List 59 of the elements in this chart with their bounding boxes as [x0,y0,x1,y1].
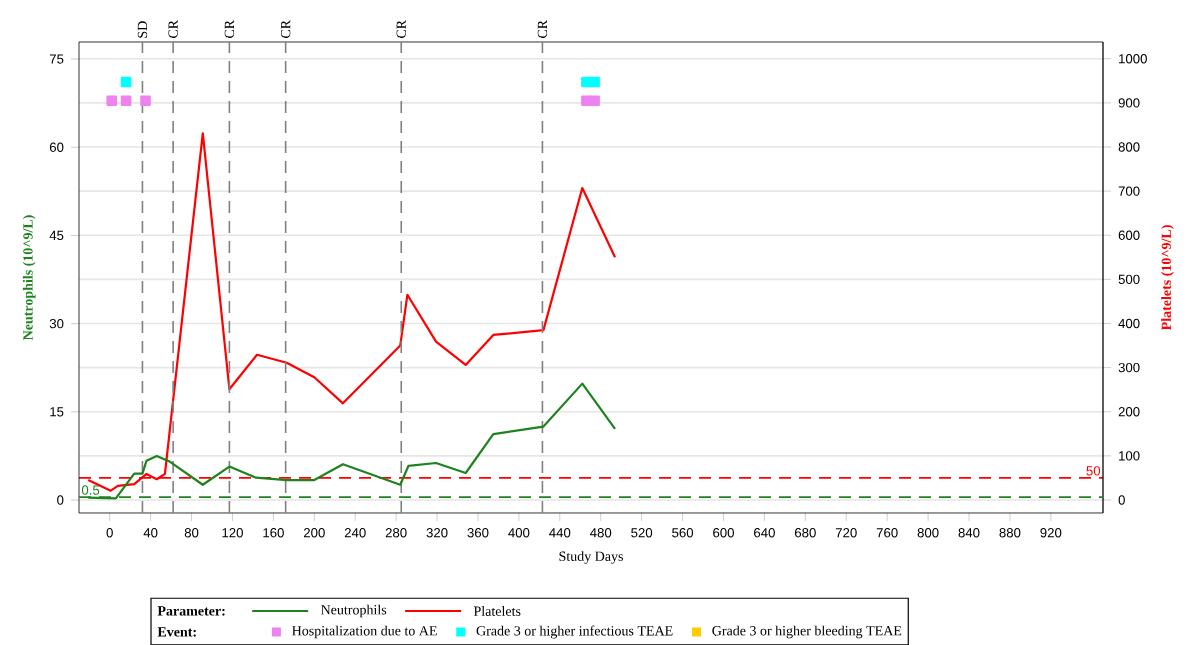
x-tick-label: 160 [263,527,284,538]
x-tick-label: 680 [794,527,816,538]
x-tick-label: 520 [631,527,653,538]
y2-tick-label: 400 [1118,318,1140,328]
x-tick-label: 880 [999,527,1021,538]
x-tick-label: 800 [917,527,939,538]
x-tick-label: 400 [508,527,530,538]
y-tick-label: 15 [50,407,64,417]
x-tick-label: 320 [426,527,448,538]
x-tick-label: 240 [344,527,366,538]
x-tick-label: 120 [222,527,243,538]
ref-line-label: CR [280,19,291,38]
y2-tick-label: 300 [1118,362,1140,373]
y2-tick-label: 700 [1118,186,1140,196]
ref-line-label: CR [537,19,548,38]
legend-title: Parameter: [157,606,225,616]
ref-line-label: SD [137,21,148,38]
y2-tick-label: 800 [1118,142,1140,152]
y2-tick-label: 1000 [1119,53,1147,64]
y2-tick-label: 600 [1118,230,1140,240]
x-tick-label: 640 [754,527,775,538]
x-tick-label: 80 [184,527,199,538]
legend-label: Grade 3 or higher infectious TEAE [476,625,673,639]
ref-line-label: CR [168,19,178,38]
y-tick-label: 45 [49,230,64,240]
y-tick-label: 75 [49,54,64,64]
y2-tick-label: 900 [1118,97,1140,108]
y2-tick-label: 500 [1118,274,1140,284]
x-tick-label: 760 [876,527,898,538]
ref-line-label: CR [396,19,406,38]
x-tick-label: 720 [835,527,857,538]
y-axis-title: Neutrophils (10^9/L) [22,215,36,340]
ref-line-label: CR [224,19,235,38]
x-tick-label: 280 [385,527,407,538]
y-tick-label: 30 [49,318,64,329]
x-tick-label: 480 [590,527,612,538]
text: Event: [157,627,196,637]
x-tick-label: 440 [549,527,571,538]
x-tick-label: 840 [958,527,980,538]
y-tick-label: 0 [57,495,64,505]
x-tick-label: 360 [467,527,489,538]
x-tick-label: 200 [303,527,325,538]
x-axis-title: Study Days [559,550,623,564]
legend-label: Grade 3 or higher bleeding TEAE [712,625,902,639]
legend-label: Platelets [473,605,521,616]
x-tick-label: 920 [1040,527,1062,538]
legend-label: Hospitalization due to AE [292,625,437,639]
x-tick-label: 600 [713,527,734,538]
y2-tick-label: 200 [1118,406,1140,417]
y2-axis-title: Platelets (10^9/L) [1161,225,1174,330]
y2-tick-label: 0 [1118,495,1125,505]
y2-tick-label: 100 [1119,450,1140,461]
x-tick-label: 40 [143,527,158,538]
legend-label: Neutrophils [321,604,387,618]
y-tick-label: 60 [49,142,64,152]
ref-line-label: 0.5 [81,485,100,495]
x-tick-label: 560 [672,527,694,538]
ref-line-label: 50 [1086,465,1101,476]
x-tick-label: 0 [106,527,113,538]
